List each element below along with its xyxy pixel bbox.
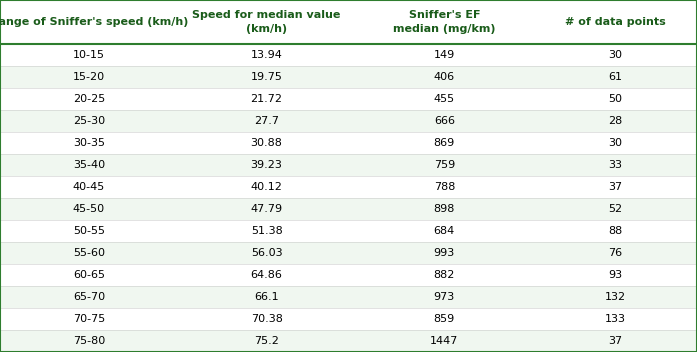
Text: 882: 882 bbox=[434, 270, 455, 280]
Text: 61: 61 bbox=[608, 72, 622, 82]
Text: 30: 30 bbox=[608, 50, 622, 60]
Text: 28: 28 bbox=[608, 116, 622, 126]
Text: 37: 37 bbox=[608, 336, 622, 346]
Text: 666: 666 bbox=[434, 116, 455, 126]
Bar bbox=[0, 242, 697, 264]
Text: 759: 759 bbox=[434, 160, 455, 170]
Text: 75.2: 75.2 bbox=[254, 336, 279, 346]
Text: 50: 50 bbox=[608, 94, 622, 104]
Text: 47.79: 47.79 bbox=[250, 204, 283, 214]
Text: 149: 149 bbox=[434, 50, 455, 60]
Text: 70-75: 70-75 bbox=[72, 314, 105, 324]
Text: 10-15: 10-15 bbox=[73, 50, 105, 60]
Text: 13.94: 13.94 bbox=[251, 50, 282, 60]
Text: 19.75: 19.75 bbox=[251, 72, 282, 82]
Text: 93: 93 bbox=[608, 270, 622, 280]
Text: 35-40: 35-40 bbox=[72, 160, 105, 170]
Text: Sniffer's EF
median (mg/km): Sniffer's EF median (mg/km) bbox=[393, 11, 496, 33]
Text: 65-70: 65-70 bbox=[72, 292, 105, 302]
Text: 869: 869 bbox=[434, 138, 455, 148]
Text: 859: 859 bbox=[434, 314, 455, 324]
Text: 1447: 1447 bbox=[430, 336, 459, 346]
Text: 30.88: 30.88 bbox=[251, 138, 282, 148]
Text: 76: 76 bbox=[608, 248, 622, 258]
Text: 37: 37 bbox=[608, 182, 622, 192]
Bar bbox=[0, 308, 697, 330]
Text: 56.03: 56.03 bbox=[251, 248, 282, 258]
Text: 70.38: 70.38 bbox=[251, 314, 282, 324]
Text: 27.7: 27.7 bbox=[254, 116, 279, 126]
Text: 21.72: 21.72 bbox=[251, 94, 282, 104]
Text: 30: 30 bbox=[608, 138, 622, 148]
Text: 39.23: 39.23 bbox=[251, 160, 282, 170]
Text: 30-35: 30-35 bbox=[73, 138, 105, 148]
Bar bbox=[0, 330, 697, 352]
Text: 132: 132 bbox=[604, 292, 626, 302]
Text: 993: 993 bbox=[434, 248, 455, 258]
Bar bbox=[0, 110, 697, 132]
Text: 20-25: 20-25 bbox=[72, 94, 105, 104]
Text: 406: 406 bbox=[434, 72, 455, 82]
Text: 973: 973 bbox=[434, 292, 455, 302]
Text: 788: 788 bbox=[434, 182, 455, 192]
Text: 33: 33 bbox=[608, 160, 622, 170]
Text: 75-80: 75-80 bbox=[72, 336, 105, 346]
Text: 50-55: 50-55 bbox=[73, 226, 105, 236]
Bar bbox=[0, 154, 697, 176]
Bar bbox=[0, 66, 697, 88]
Text: 45-50: 45-50 bbox=[72, 204, 105, 214]
Text: 40.12: 40.12 bbox=[251, 182, 282, 192]
Bar bbox=[0, 198, 697, 220]
Text: # of data points: # of data points bbox=[565, 17, 666, 27]
Text: 898: 898 bbox=[434, 204, 455, 214]
Text: 51.38: 51.38 bbox=[251, 226, 282, 236]
Bar bbox=[0, 176, 697, 198]
Bar bbox=[0, 88, 697, 110]
Text: Speed for median value
(km/h): Speed for median value (km/h) bbox=[192, 11, 341, 33]
Text: 52: 52 bbox=[608, 204, 622, 214]
Text: 15-20: 15-20 bbox=[72, 72, 105, 82]
Text: 60-65: 60-65 bbox=[73, 270, 105, 280]
Text: 684: 684 bbox=[434, 226, 455, 236]
Bar bbox=[0, 0, 697, 44]
Text: Range of Sniffer's speed (km/h): Range of Sniffer's speed (km/h) bbox=[0, 17, 188, 27]
Text: 133: 133 bbox=[604, 314, 626, 324]
Bar bbox=[0, 132, 697, 154]
Text: 455: 455 bbox=[434, 94, 455, 104]
Bar bbox=[0, 286, 697, 308]
Bar bbox=[0, 220, 697, 242]
Text: 66.1: 66.1 bbox=[254, 292, 279, 302]
Text: 25-30: 25-30 bbox=[72, 116, 105, 126]
Text: 55-60: 55-60 bbox=[73, 248, 105, 258]
Bar bbox=[0, 44, 697, 66]
Bar bbox=[0, 264, 697, 286]
Text: 64.86: 64.86 bbox=[251, 270, 282, 280]
Text: 88: 88 bbox=[608, 226, 622, 236]
Text: 40-45: 40-45 bbox=[72, 182, 105, 192]
